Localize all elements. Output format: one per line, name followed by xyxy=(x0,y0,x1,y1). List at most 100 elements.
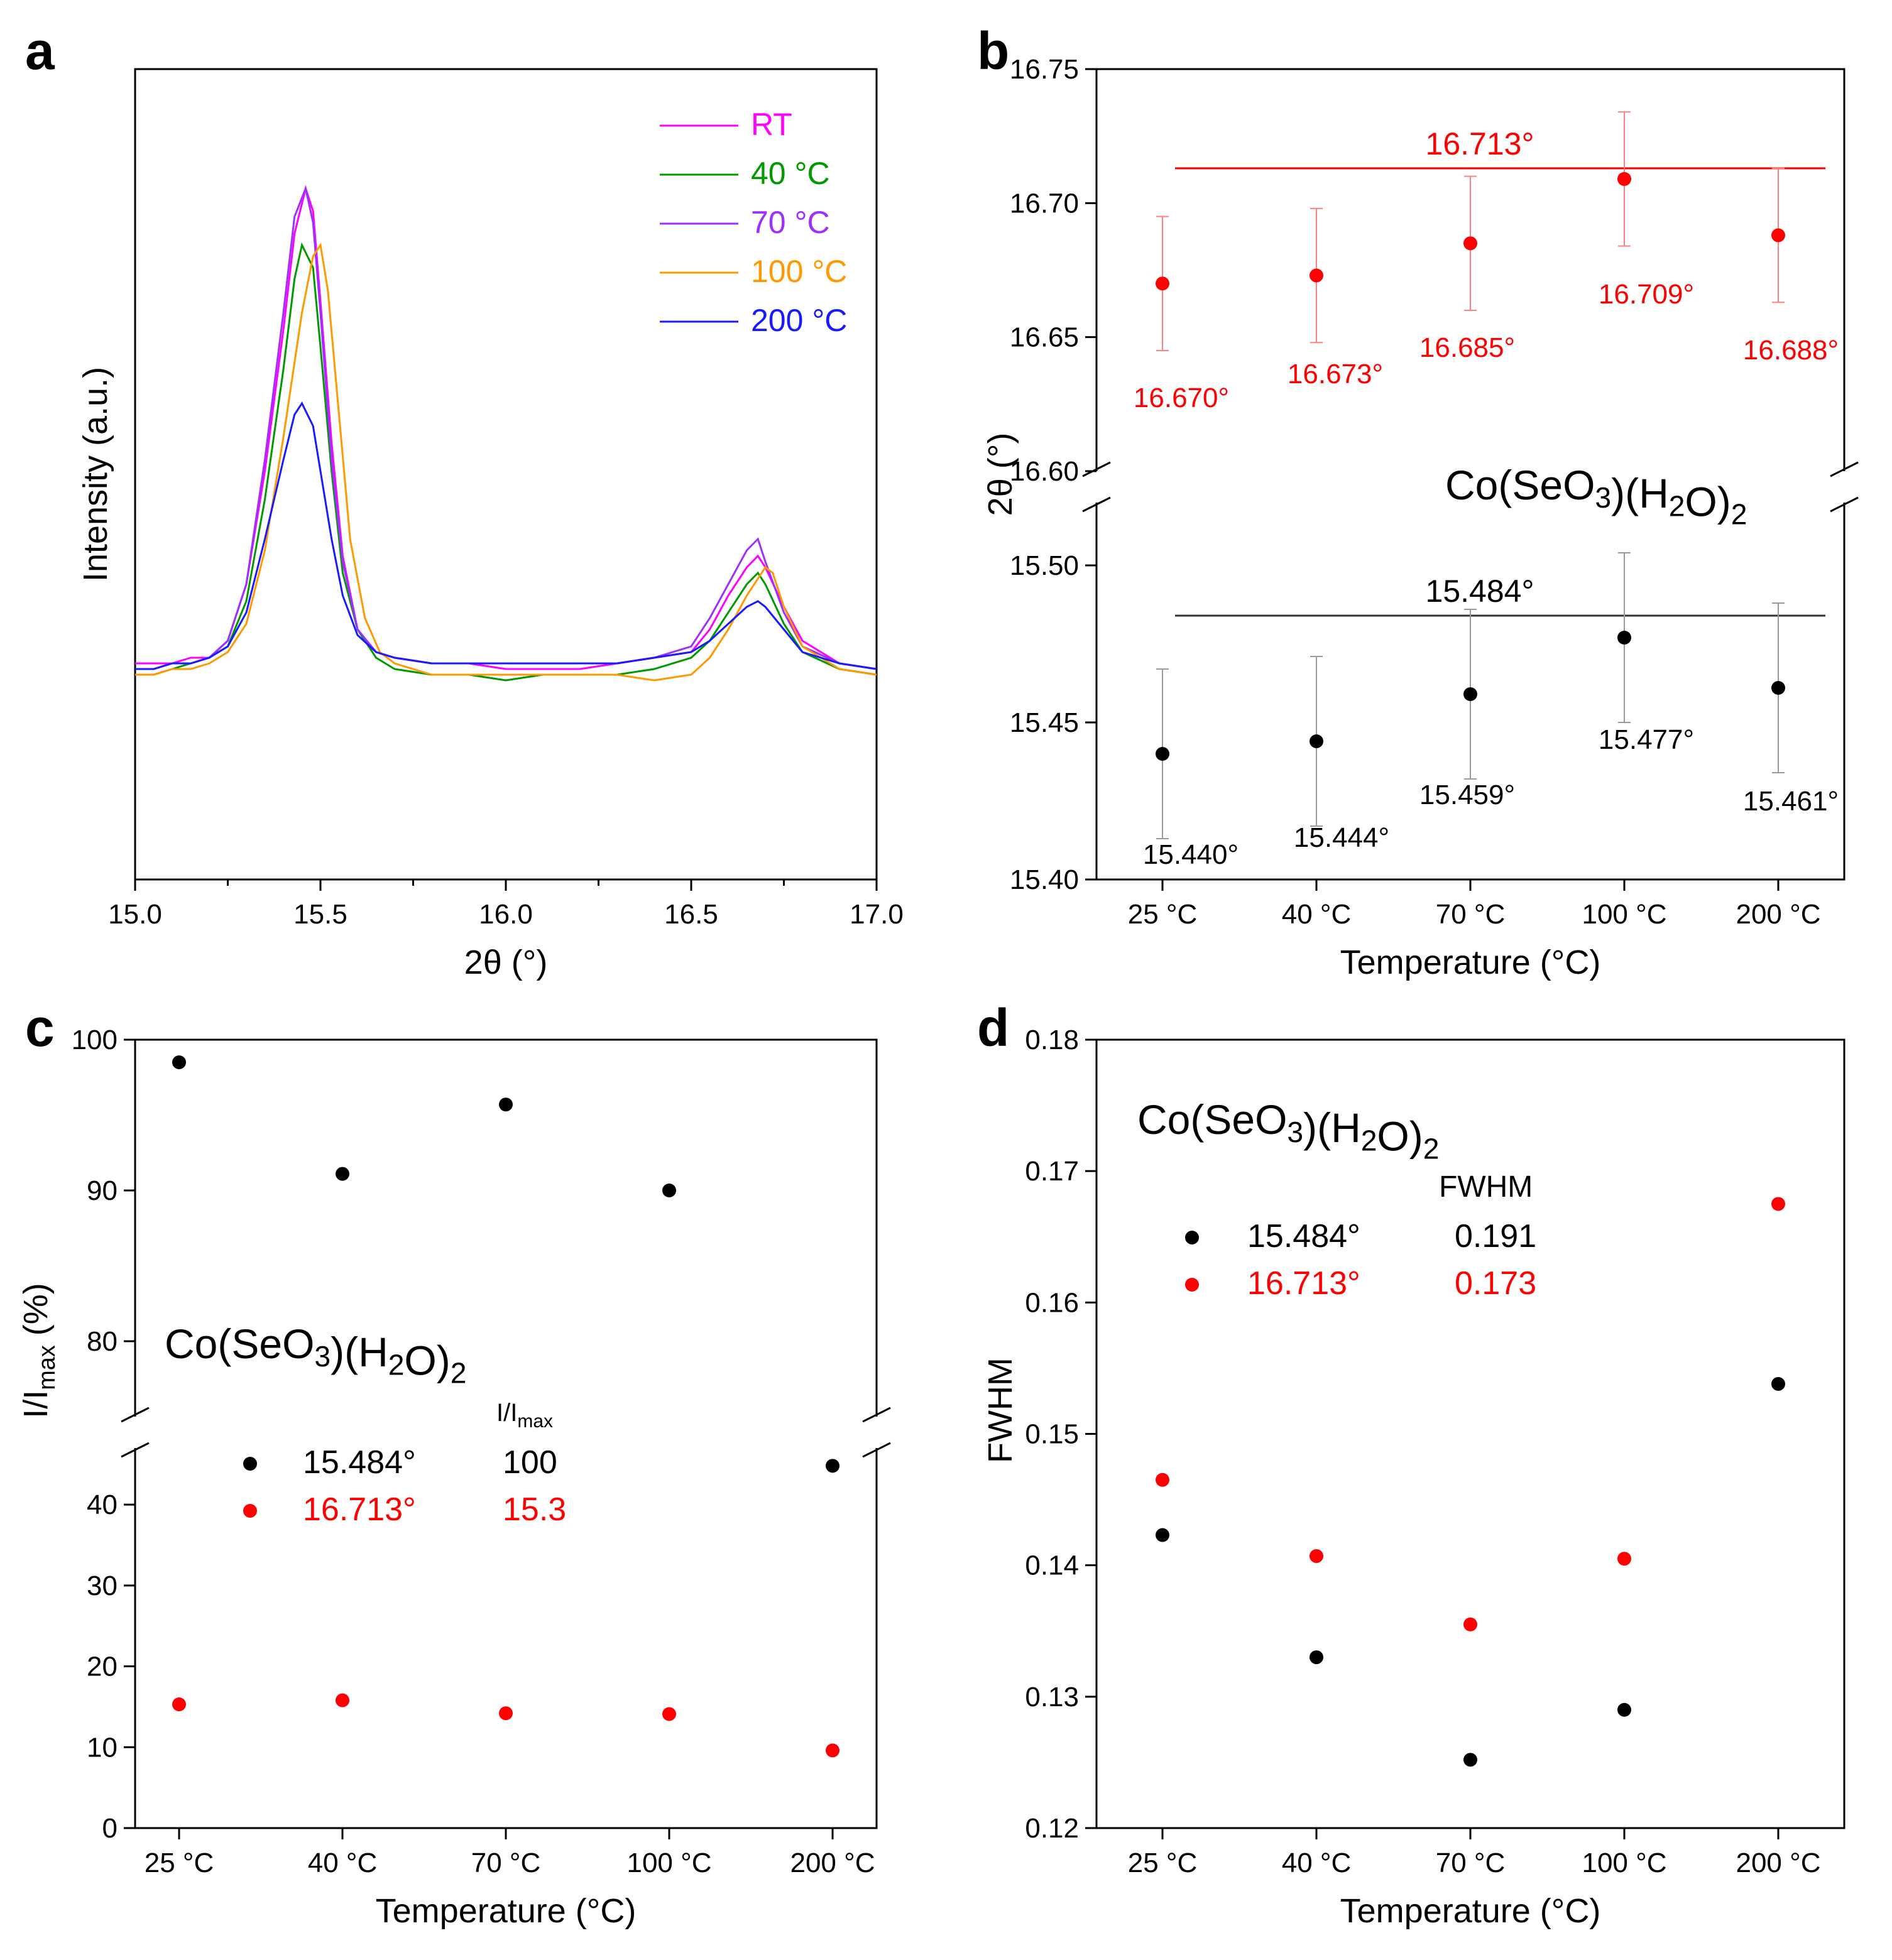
legend-header-main: I/I xyxy=(496,1399,517,1427)
data-point-b xyxy=(1771,681,1785,695)
data-point-d xyxy=(1156,1473,1169,1487)
data-point-c xyxy=(336,1693,349,1707)
y-tick-label-d: 0.12 xyxy=(1025,1813,1079,1844)
y-axis-label-part: (%) xyxy=(17,1283,55,1345)
x-tick-label-c: 200 °C xyxy=(790,1848,875,1878)
x-tick-label-d: 70 °C xyxy=(1436,1848,1506,1878)
y-tick-label-c: 0 xyxy=(102,1813,118,1844)
x-tick-label-b: 40 °C xyxy=(1282,899,1352,930)
x-tick-label-b: 100 °C xyxy=(1582,899,1666,930)
data-point-d xyxy=(1771,1377,1785,1391)
y-tick-label-b: 15.50 xyxy=(1010,550,1079,581)
y-axis-label-c: I/Imax (%) xyxy=(17,1283,60,1418)
panel-letter-d: d xyxy=(977,998,1009,1057)
data-point-c xyxy=(336,1167,349,1181)
legend-label-a: 200 °C xyxy=(751,303,847,338)
data-point-c xyxy=(662,1184,676,1197)
formula-subscript: 3 xyxy=(1595,481,1611,514)
data-point-c xyxy=(662,1707,676,1721)
mean-label-b: 16.713° xyxy=(1426,126,1534,161)
series-line-3 xyxy=(135,242,877,682)
x-tick-label-a: 17.0 xyxy=(850,899,904,930)
y-axis-label-part: I/I xyxy=(17,1390,55,1418)
legend-label-c: 15.484° xyxy=(303,1444,416,1481)
y-tick-label-c: 20 xyxy=(87,1652,118,1682)
y-tick-label-d: 0.13 xyxy=(1025,1682,1079,1712)
legend-marker-c xyxy=(243,1457,257,1471)
data-point-c xyxy=(172,1697,186,1712)
formula-subscript: 3 xyxy=(314,1340,331,1373)
mean-label-b: 15.484° xyxy=(1426,574,1534,609)
panel-letter-a: a xyxy=(25,21,55,80)
data-point-c xyxy=(499,1706,513,1721)
compound-formula-d: Co(SeO3)(H2O)2 xyxy=(1137,1096,1439,1165)
data-point-c xyxy=(826,1743,839,1758)
legend-header-d: FWHM xyxy=(1439,1170,1533,1204)
break-mark-b xyxy=(1082,461,1111,477)
data-point-b xyxy=(1463,687,1477,701)
panel-a: a 15.0 15.5 16.0 16.5 17.0 2θ (°) Intensity (a.… xyxy=(25,21,904,981)
plot-frame-d xyxy=(1095,1038,1846,1829)
value-label-b: 16.709° xyxy=(1599,279,1694,310)
formula-subscript: 2 xyxy=(1669,489,1685,522)
y-axis-label-a: Intensity (a.u.) xyxy=(77,367,114,582)
value-label-b: 15.440° xyxy=(1143,839,1239,870)
break-mark-b xyxy=(1830,461,1859,477)
x-axis-label-c: Temperature (°C) xyxy=(376,1892,637,1930)
data-point-d xyxy=(1463,1617,1477,1631)
compound-formula-b: Co(SeO3)(H2O)2 xyxy=(1445,462,1747,531)
value-label-b: 16.685° xyxy=(1419,332,1515,363)
y-tick-label-c: 40 xyxy=(87,1489,118,1520)
formula-subscript: 2 xyxy=(1423,1133,1440,1165)
data-point-b xyxy=(1617,631,1631,645)
data-point-b xyxy=(1310,268,1323,283)
x-tick-label-b: 200 °C xyxy=(1736,899,1820,930)
frame-upper-c xyxy=(134,1038,878,1417)
series-line-1 xyxy=(135,242,877,682)
break-mark-c xyxy=(862,1407,891,1423)
value-label-b: 15.461° xyxy=(1743,786,1839,817)
legend-value-c: 100 xyxy=(503,1444,557,1481)
data-point-d xyxy=(1617,1552,1631,1566)
y-tick-label-b: 15.45 xyxy=(1010,707,1079,738)
legend-label-d: 16.713° xyxy=(1247,1265,1360,1302)
data-point-d xyxy=(1771,1197,1785,1211)
y-axis-label-d: FWHM xyxy=(982,1358,1019,1463)
formula-subscript: 2 xyxy=(1731,498,1747,531)
data-point-b xyxy=(1310,734,1323,748)
data-point-b xyxy=(1156,276,1169,291)
legend-label-a: RT xyxy=(751,107,792,142)
formula-text: )(H xyxy=(1303,1104,1361,1151)
legend-label-c: 16.713° xyxy=(303,1491,416,1528)
x-tick-label-c: 100 °C xyxy=(626,1848,711,1878)
compound-formula-c: Co(SeO3)(H2O)2 xyxy=(165,1320,466,1390)
x-tick-label-a: 15.5 xyxy=(293,899,347,930)
x-tick-label-d: 40 °C xyxy=(1282,1848,1352,1878)
break-mark-b xyxy=(1082,496,1111,513)
x-tick-label-d: 25 °C xyxy=(1128,1848,1198,1878)
data-point-b xyxy=(1771,228,1785,242)
x-axis-label-a: 2θ (°) xyxy=(464,944,548,981)
x-tick-label-c: 25 °C xyxy=(145,1848,214,1878)
y-tick-label-d: 0.18 xyxy=(1025,1025,1079,1055)
formula-subscript: 2 xyxy=(451,1357,467,1390)
formula-text: Co(SeO xyxy=(1445,462,1595,508)
legend-marker-d xyxy=(1185,1231,1199,1244)
x-tick-label-a: 16.0 xyxy=(479,899,533,930)
formula-text: )(H xyxy=(1611,470,1669,516)
y-tick-label-d: 0.16 xyxy=(1025,1287,1079,1318)
formula-text: O) xyxy=(1377,1113,1423,1159)
y-axis-label-b: 2θ (°) xyxy=(982,433,1019,516)
x-axis-label-d: Temperature (°C) xyxy=(1340,1892,1601,1930)
data-point-c xyxy=(172,1055,186,1069)
formula-text: )(H xyxy=(331,1329,388,1375)
data-point-d xyxy=(1156,1528,1169,1542)
y-tick-label-c: 80 xyxy=(87,1326,118,1357)
y-tick-label-c: 30 xyxy=(87,1571,118,1601)
legend-header-sub: max xyxy=(517,1411,553,1432)
value-label-b: 16.688° xyxy=(1743,335,1839,366)
y-tick-label-b: 16.65 xyxy=(1010,322,1079,353)
data-point-d xyxy=(1617,1702,1631,1717)
panel-b: b 25 °C 40 °C 70 °C 100 °C 200 °C Temperature … xyxy=(977,21,1859,981)
